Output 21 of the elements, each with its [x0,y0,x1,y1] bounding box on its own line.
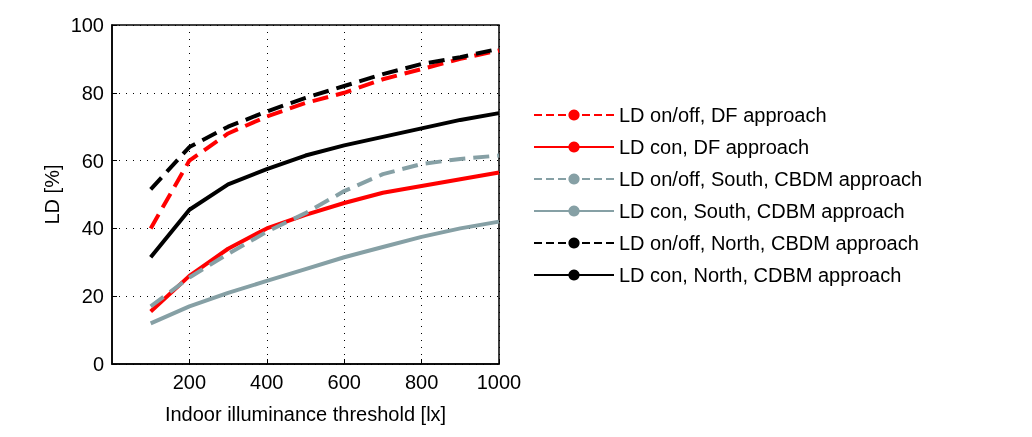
x-tick-label: 200 [172,371,207,393]
y-tick-label: 100 [70,14,104,36]
x-tick-label: 1000 [476,371,522,393]
y-tick-label: 80 [81,81,104,104]
line-series [148,48,501,231]
legend-label: LD con, South, CDBM approach [619,200,905,222]
legend-label: LD on/off, North, CBDM approach [619,232,919,254]
x-tick-label: 600 [327,371,361,393]
y-tick-label: 0 [92,353,104,375]
line-series [148,219,501,326]
legend-label: LD on/off, South, CBDM approach [619,168,923,190]
x-tick-label: 800 [404,371,439,393]
legend-label: LD con, North, CDBM approach [619,264,902,286]
y-tick-label: 60 [81,149,104,172]
x-tick-label: 400 [250,371,284,393]
legend-label: LD on/off, DF approach [619,104,827,126]
y-tick-label: 20 [81,285,104,308]
legend-label: LD con, DF approach [619,136,810,158]
x-axis-title: Indoor illuminance threshold [lx] [164,403,447,425]
y-tick-label: 40 [81,217,104,240]
y-axis-title: LD [%] [41,164,63,225]
